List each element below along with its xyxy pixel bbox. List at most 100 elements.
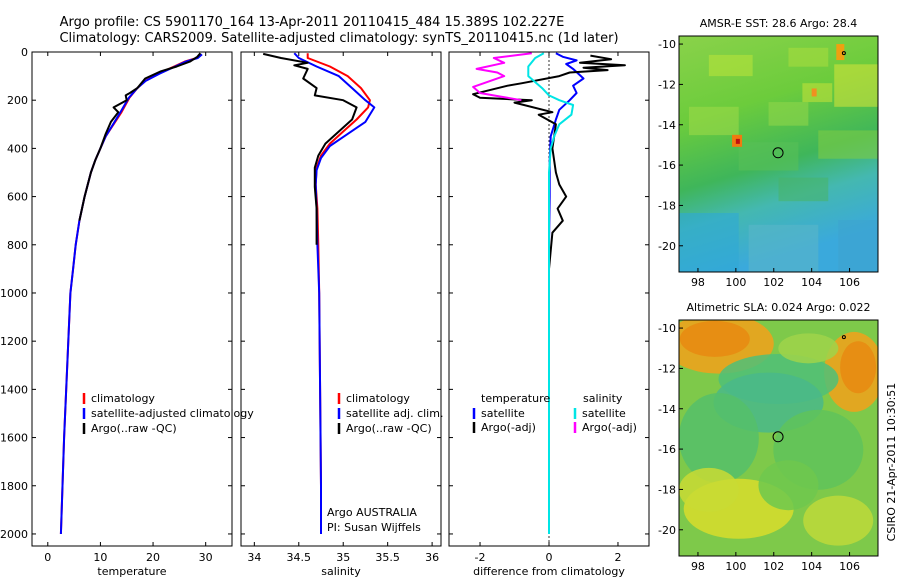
map-field	[679, 320, 878, 556]
y-tick-label: 800	[7, 239, 28, 252]
sst-patch	[802, 83, 833, 103]
y-tick-label: -20	[658, 240, 676, 253]
x-tick-label: 102	[763, 560, 784, 573]
y-tick-label: 200	[7, 94, 28, 107]
x-tick-label: 0	[546, 551, 553, 564]
sla-map-panel: 98 100 102 104 106 -10 -12 -14 -16 -18 -20 Altimetr…	[658, 301, 879, 573]
series-line-0-2	[78, 52, 202, 221]
y-tick-label: 1200	[0, 335, 28, 348]
sst-patch	[778, 177, 829, 202]
y-tick-label: -10	[658, 322, 676, 335]
series-line-2-0	[548, 52, 585, 534]
sla-blob	[679, 393, 759, 483]
y-tick-label: 1000	[0, 287, 28, 300]
y-tick-label: 1800	[0, 480, 28, 493]
y-tick-label: 600	[7, 191, 28, 204]
x-tick-label: 98	[691, 560, 705, 573]
x-tick-label: -2	[475, 551, 486, 564]
x-tick-label: 106	[839, 560, 860, 573]
x-tick-label: 35	[336, 551, 350, 564]
legend-entry: satellite adj. clim.	[346, 407, 443, 420]
y-tick-label: 0	[21, 46, 28, 59]
sst-map-panel: 98 100 102 104 106 -10 -12 -14 -16 -18 -20 AMSR-E S…	[658, 17, 879, 289]
x-axis-label: temperature	[97, 565, 166, 578]
sla-blob	[778, 333, 839, 364]
x-tick-label: 2	[614, 551, 621, 564]
sst-patch	[818, 130, 878, 159]
small-marker	[841, 335, 846, 340]
x-tick-label: 102	[763, 276, 784, 289]
legend-entry: climatology	[91, 392, 155, 405]
sst-patch	[679, 213, 739, 272]
series-line-0-0	[59, 53, 203, 535]
x-tick-label: 30	[199, 551, 213, 564]
argo-position-marker	[772, 147, 784, 159]
sla-blob	[679, 467, 739, 512]
sla-blob	[840, 341, 877, 394]
sst-patch	[834, 64, 878, 107]
float-annotation: Argo AUSTRALIA	[327, 506, 417, 519]
legend-entry: Argo(..raw -QC)	[91, 422, 177, 435]
x-tick-label: 36	[425, 551, 439, 564]
y-tick-label: -12	[658, 362, 676, 375]
series-line-1-2	[262, 52, 358, 245]
series-line-2-2	[527, 52, 575, 534]
axes-frame	[31, 51, 233, 547]
sst-patch	[688, 106, 739, 136]
salinity-panel: 34 34.5 35 35.5 36 salinity climatology satelli…	[240, 51, 443, 578]
map-title: AMSR-E SST: 28.6 Argo: 28.4	[700, 17, 858, 30]
y-tick-label: -16	[658, 443, 676, 456]
map-field	[679, 36, 878, 272]
y-tick-label: -18	[658, 199, 676, 212]
legend-entry: Argo(-adj)	[481, 421, 536, 434]
argo-position-marker	[772, 431, 784, 443]
y-tick-label: 2000	[0, 528, 28, 541]
series-line-2-3	[472, 52, 532, 102]
sst-hotspot-core	[735, 138, 740, 144]
legend-entry: Argo(-adj)	[582, 421, 637, 434]
x-tick-label: 20	[146, 551, 160, 564]
sst-patch	[788, 47, 829, 67]
sst-patch	[708, 54, 753, 77]
legend-header: salinity	[583, 392, 623, 405]
side-credit: CSIRO 21-Apr-2011 10:30:51	[885, 383, 898, 542]
y-tick-label: -10	[658, 38, 676, 51]
y-tick-label: -16	[658, 159, 676, 172]
y-tick-label: -18	[658, 483, 676, 496]
series-line-1-1	[293, 52, 376, 534]
x-tick-label: 34.5	[287, 551, 312, 564]
x-tick-label: 34	[247, 551, 261, 564]
header-line1: Argo profile: CS 5901170_164 13-Apr-2011…	[60, 15, 565, 30]
temperature-panel: 0 10 20 30 0 200 400 600 800 1000 1200 1400 1600 1800…	[0, 46, 254, 578]
sst-patch	[838, 220, 878, 272]
map-title: Altimetric SLA: 0.024 Argo: 0.022	[686, 301, 870, 314]
x-tick-label: 100	[725, 276, 746, 289]
legend-entry: satellite	[582, 407, 626, 420]
sst-hotspot	[811, 88, 817, 97]
sst-patch	[738, 142, 799, 171]
series-line-2-1	[472, 54, 626, 269]
map-frame	[678, 319, 879, 557]
legend-header: temperature	[481, 392, 550, 405]
sla-blob	[758, 460, 819, 511]
header-line2: Climatology: CARS2009. Satellite-adjuste…	[59, 31, 618, 46]
sla-blob	[679, 320, 750, 357]
y-tick-label: -12	[658, 78, 676, 91]
series-line-0-1	[59, 53, 203, 535]
y-tick-label: -14	[658, 119, 676, 132]
float-annotation: PI: Susan Wijffels	[327, 521, 421, 534]
x-tick-label: 35.5	[375, 551, 400, 564]
axes-frame	[240, 51, 442, 547]
y-tick-label: 400	[7, 142, 28, 155]
x-tick-label: 0	[44, 551, 51, 564]
y-tick-label: 1600	[0, 432, 28, 445]
map-frame	[678, 35, 879, 273]
sst-hotspot	[836, 44, 845, 61]
small-marker	[841, 51, 846, 56]
x-axis-label: difference from climatology	[473, 565, 625, 578]
y-tick-label: -20	[658, 524, 676, 537]
x-axis-label: salinity	[321, 565, 361, 578]
sla-blob	[803, 495, 874, 546]
